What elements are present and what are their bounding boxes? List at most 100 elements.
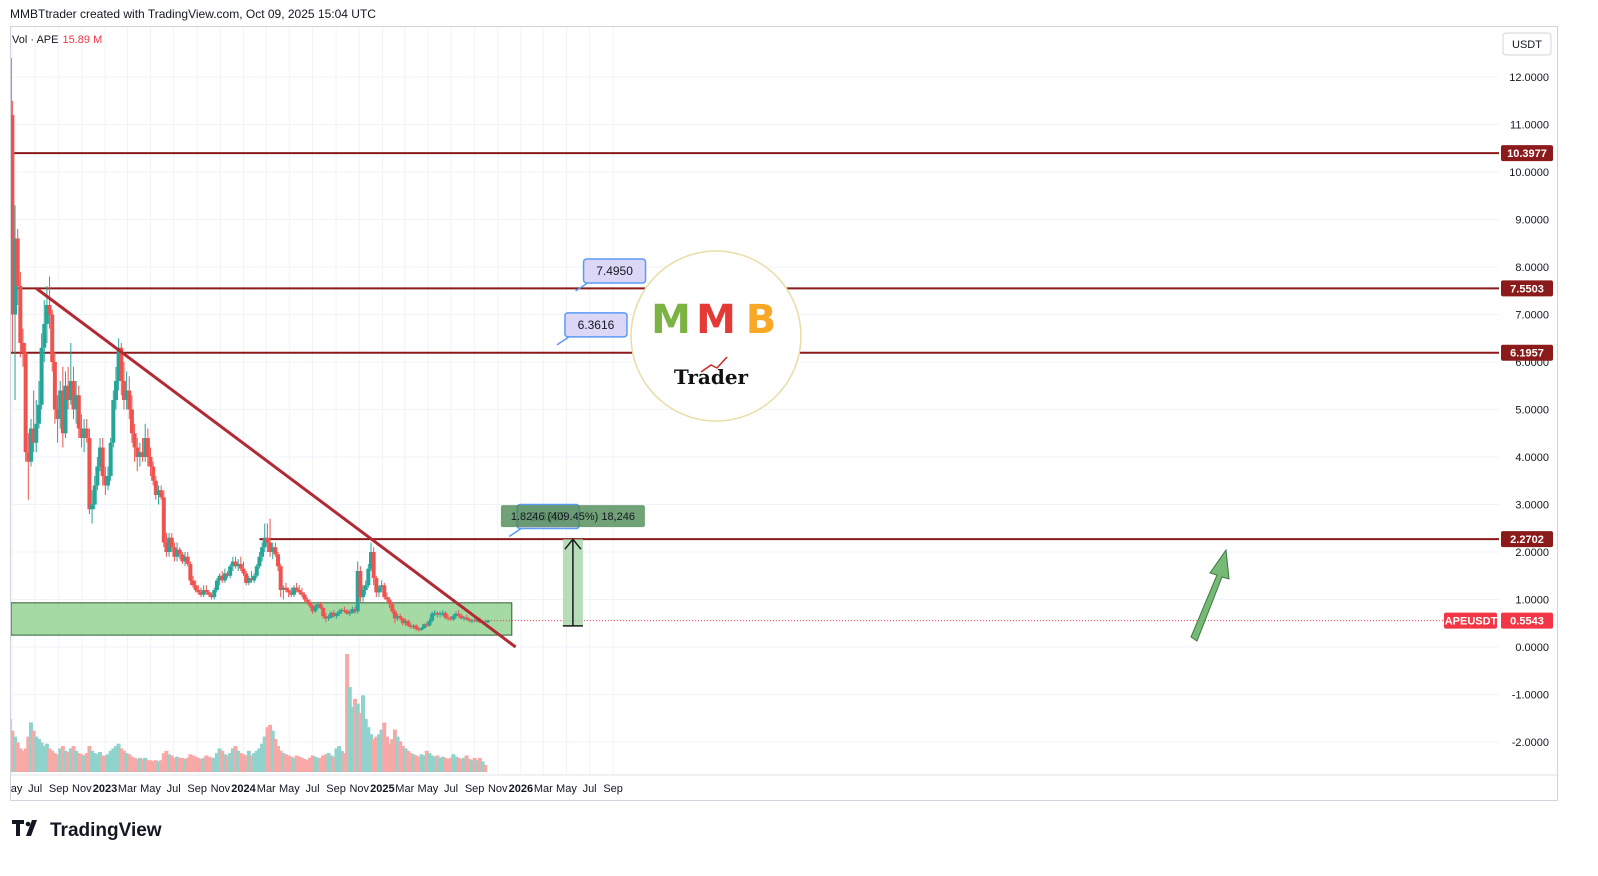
volume-bar — [198, 759, 203, 772]
volume-bar — [135, 759, 140, 772]
candle-body — [252, 575, 257, 581]
volume-bar — [366, 727, 371, 772]
support-zone-layer — [11, 602, 513, 636]
volume-bar — [167, 754, 172, 772]
x-tick-label: Jul — [28, 783, 42, 795]
quote-unit-box — [1502, 32, 1552, 56]
volume-bar — [432, 756, 437, 772]
volume-bar — [461, 757, 466, 772]
symbol-tag-label: APEUSDT — [1445, 616, 1498, 628]
volume-bar — [276, 746, 281, 772]
candle-body — [71, 381, 76, 410]
volume-bar — [121, 750, 126, 772]
candle-body — [111, 400, 116, 443]
candle-body — [353, 609, 358, 612]
volume-bar — [318, 757, 323, 772]
candle-body — [68, 381, 73, 400]
candle-body — [369, 552, 374, 569]
volume-bar — [129, 756, 134, 772]
volume-bar — [355, 703, 360, 772]
volume-bar — [172, 757, 177, 772]
y-tick-label: 9.0000 — [1515, 215, 1549, 227]
tradingview-logo[interactable]: TradingView — [12, 820, 162, 842]
volume-bar — [408, 753, 413, 772]
volume-bar — [206, 756, 211, 772]
volume-bar — [424, 750, 429, 772]
candle-body — [321, 608, 326, 617]
volume-bar — [334, 748, 339, 772]
candle-body — [339, 609, 344, 612]
x-tick-label: 2025 — [370, 783, 394, 795]
volume-bar — [422, 755, 427, 772]
candle-body — [113, 381, 118, 400]
volume-bar — [148, 760, 153, 772]
candle-body — [278, 566, 283, 590]
volume-bar — [100, 755, 105, 772]
volume-bar — [42, 746, 47, 772]
candle-body — [461, 617, 466, 619]
volume-bar — [339, 750, 344, 772]
volume-bar — [440, 756, 445, 772]
callout-pointer — [556, 336, 570, 346]
volume-bar — [416, 756, 421, 772]
volume-bar — [438, 757, 443, 772]
volume-bar — [220, 750, 225, 772]
candle-body — [361, 590, 366, 598]
volume-bar — [246, 750, 251, 772]
volume-bar — [108, 750, 113, 772]
candle-body — [183, 556, 188, 562]
candle-body — [175, 549, 180, 557]
volume-bar — [113, 746, 118, 772]
x-tick-label: May — [279, 783, 300, 795]
volume-bar — [249, 755, 254, 772]
watermark-letter: M — [651, 297, 691, 343]
candle-body — [268, 542, 273, 552]
candle-body — [411, 625, 416, 628]
watermark-subtext: Trader — [674, 365, 749, 389]
x-tick-label: Jul — [306, 783, 320, 795]
candle-body — [424, 624, 429, 626]
volume-bar — [467, 759, 472, 772]
volume-bar — [60, 746, 65, 772]
volume-bar — [143, 757, 148, 772]
watermark-circle — [630, 250, 802, 422]
y-tick-label: -1.0000 — [1512, 690, 1549, 702]
volume-bar — [387, 743, 392, 772]
x-tick-label: Mar — [395, 783, 414, 795]
volume-bar — [382, 722, 387, 772]
candle-body — [297, 590, 302, 593]
x-tick-label: May — [418, 783, 439, 795]
volume-bar — [342, 753, 347, 772]
volume-bar — [214, 753, 219, 772]
candle-body — [135, 447, 140, 457]
volume-bar — [331, 756, 336, 772]
volume-bar — [329, 755, 334, 772]
trendline-layer — [35, 287, 517, 649]
volume-bar — [459, 759, 464, 772]
candle-body — [260, 547, 265, 557]
candle-body — [440, 612, 445, 614]
target-callout — [564, 312, 628, 338]
volume-bar — [286, 755, 291, 772]
candle-body — [39, 347, 44, 405]
candle-body — [153, 480, 158, 495]
volume-bar — [28, 722, 33, 772]
volume-bar — [116, 743, 121, 772]
candle-body — [448, 618, 453, 620]
volume-bar — [47, 748, 52, 772]
candle-body — [467, 619, 472, 621]
volume-bar — [443, 757, 448, 772]
support-zone — [11, 602, 513, 636]
candle-body — [262, 537, 267, 548]
volume-bar — [164, 750, 169, 772]
volume-bar — [145, 760, 150, 772]
volume-bar — [307, 757, 312, 772]
candle-body — [87, 438, 92, 510]
candle-body — [103, 476, 108, 486]
watermark-letter: B — [746, 297, 777, 343]
candle-body — [108, 442, 113, 476]
candle-body — [18, 286, 23, 343]
volume-bar — [273, 738, 278, 772]
